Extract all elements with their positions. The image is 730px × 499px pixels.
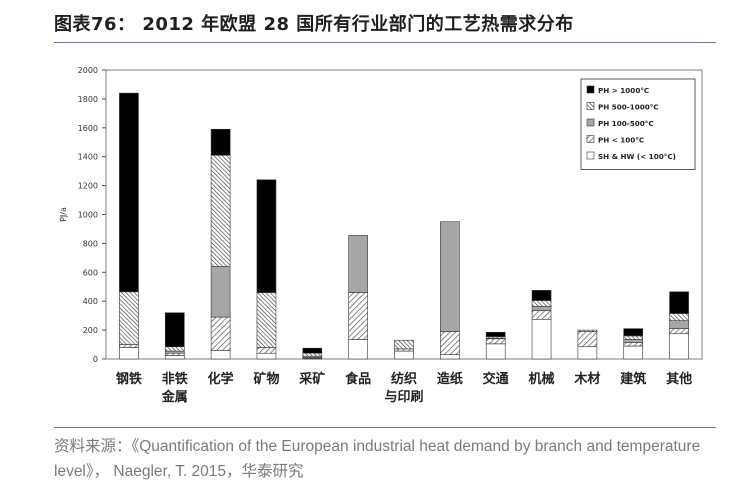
bar-segment — [348, 292, 368, 340]
y-tick-label: 800 — [83, 239, 98, 248]
legend-label: PH 100-500°C — [598, 119, 654, 128]
bar-segment — [623, 342, 644, 347]
bar-segment — [623, 339, 644, 343]
legend-label: SH & HW (< 100°C) — [598, 152, 676, 161]
y-tick-label: 1000 — [78, 211, 98, 220]
bar-segment — [485, 331, 506, 337]
bar-segment — [348, 235, 368, 293]
bar-segment — [531, 310, 552, 320]
bar-segment — [119, 347, 139, 360]
x-tick-label: 采矿 — [298, 371, 325, 387]
bar-segment — [210, 154, 231, 267]
x-tick-label: 钢铁 — [116, 371, 142, 387]
bar-segment — [577, 346, 598, 360]
bar-segment — [669, 328, 689, 335]
legend-swatch — [586, 102, 595, 110]
y-tick-label: 0 — [93, 355, 98, 364]
x-tick-label: 与印刷 — [384, 390, 423, 405]
y-axis-label: PJ/a — [59, 207, 68, 222]
bar-segment — [531, 290, 552, 301]
y-tick-label: 600 — [83, 268, 98, 277]
bar-segment — [669, 333, 689, 360]
bar-segment — [440, 221, 460, 332]
bar-segment — [669, 313, 689, 322]
bar-segment — [119, 291, 139, 345]
x-tick-label: 建筑 — [620, 371, 646, 387]
bar-segment — [348, 339, 368, 360]
x-tick-label: 食品 — [345, 371, 371, 387]
x-tick-label: 纺织 — [391, 371, 417, 387]
source-note: 资料来源：《Quantification of the European ind… — [54, 438, 701, 480]
y-tick-label: 200 — [83, 326, 98, 335]
y-tick-label: 1600 — [78, 124, 98, 133]
y-axis: 0 200 400 600 800 1000 1200 1400 1600 1800 2000 PJ/… — [59, 66, 106, 364]
x-tick-label: 金属 — [161, 389, 188, 405]
bar-chart: 0 200 400 600 800 1000 1200 1400 1600 1800 2000 PJ/… — [59, 66, 703, 405]
bar-segment — [210, 128, 231, 156]
bar-segment — [256, 352, 277, 360]
x-tick-label: 化学 — [208, 371, 234, 387]
legend-swatch — [586, 118, 595, 127]
x-tick-label: 机械 — [529, 371, 555, 387]
bar-segment — [577, 329, 598, 332]
y-tick-label: 1800 — [78, 95, 98, 104]
legend-swatch — [586, 151, 595, 160]
bar-segment — [440, 354, 460, 360]
bar-segment — [485, 343, 506, 360]
bar-segment — [394, 348, 414, 352]
x-tick-label: 木材 — [573, 371, 600, 387]
x-tick-label: 造纸 — [437, 371, 463, 387]
x-tick-label: 矿物 — [253, 371, 279, 387]
bar-segment — [119, 344, 139, 348]
bar-segment — [669, 320, 689, 329]
bar-segment — [485, 338, 506, 345]
bar-segment — [531, 300, 552, 307]
legend-label: PH > 1000°C — [598, 86, 649, 95]
title-rule — [54, 42, 716, 43]
bar-segment — [256, 347, 277, 354]
y-tick-label: 1200 — [78, 182, 98, 191]
legend-label: PH < 100°C — [598, 136, 644, 145]
bar-segment — [164, 312, 185, 348]
y-tick-label: 1400 — [78, 153, 98, 162]
legend: PH > 1000°C PH 500-1000°C PH 100-500°C PH <… — [580, 78, 696, 170]
legend-swatch — [586, 135, 595, 143]
bar-segment — [256, 292, 277, 348]
bar-segment — [394, 339, 414, 350]
bar-segment — [164, 350, 185, 354]
bar-segment — [531, 305, 552, 311]
bar-segment — [164, 346, 185, 352]
bar-segment — [623, 345, 644, 360]
source-rule — [54, 427, 716, 428]
bar-segment — [577, 331, 598, 348]
x-tick-label: 非铁 — [162, 371, 188, 387]
bar-segment — [302, 347, 323, 354]
bar-segment — [623, 328, 644, 337]
bar-segment — [164, 355, 185, 360]
x-tick-label: 其他 — [666, 371, 692, 387]
bar-segment — [531, 318, 552, 360]
bar-segment — [302, 352, 323, 357]
chart-title: 图表76： 2012 年欧盟 28 国所有行业部门的工艺热需求分布 — [54, 14, 574, 35]
bar-segment — [440, 331, 460, 355]
bar-segment — [394, 350, 414, 360]
legend-label: PH 500-1000°C — [598, 103, 659, 112]
bar-segment — [669, 291, 689, 314]
bar-segment — [623, 335, 644, 340]
bar-segment — [210, 316, 231, 351]
y-tick-label: 400 — [83, 297, 98, 306]
y-tick-label: 2000 — [78, 66, 98, 75]
bar-segment — [164, 352, 185, 356]
bar-segment — [210, 350, 231, 360]
legend-box — [580, 78, 696, 170]
x-tick-label: 交通 — [483, 371, 509, 387]
legend-swatch — [586, 85, 595, 94]
bars — [119, 92, 689, 360]
bar-segment — [210, 266, 231, 318]
bar-segment — [119, 92, 139, 293]
bar-segment — [256, 179, 277, 293]
